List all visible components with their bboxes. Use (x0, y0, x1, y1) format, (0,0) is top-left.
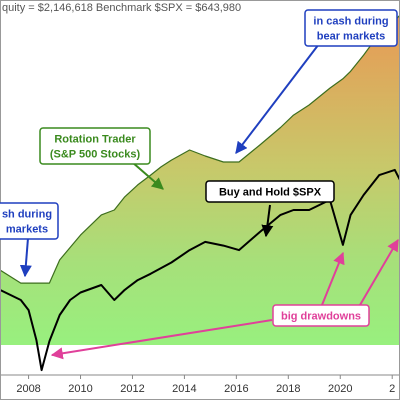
annotation-box (205, 180, 335, 203)
x-tick-label: 2010 (68, 383, 92, 395)
annotation-text: Rotation Trader (54, 133, 136, 145)
line (0, 168, 400, 372)
annotation-box (0, 202, 59, 240)
arrow (235, 39, 323, 154)
arrow (261, 204, 274, 238)
arrow (131, 161, 164, 190)
annotation-box (304, 9, 398, 47)
plot-area (0, 14, 400, 372)
annotation-text: in cash during (313, 15, 388, 27)
x-tick-label: 2008 (16, 383, 40, 395)
line (0, 14, 400, 284)
arrow (359, 238, 399, 306)
annotation-text: bear markets (317, 30, 386, 42)
annotation-text: sh during (2, 208, 52, 220)
annotation-text: Buy and Hold $SPX (219, 186, 322, 198)
x-tick-label: 2012 (120, 383, 144, 395)
x-tick-label: 2020 (328, 383, 352, 395)
chart-title: quity = $2,146,618 Benchmark $SPX = $643… (2, 2, 241, 14)
x-tick-label: 2016 (224, 383, 248, 395)
annotation-box (39, 127, 151, 165)
annotation-text: markets (6, 223, 48, 235)
arrows (19, 39, 399, 360)
arrow (19, 237, 32, 278)
arrow (321, 251, 345, 306)
annotation-text: big drawdowns (281, 310, 361, 322)
x-tick-label: 2014 (172, 383, 196, 395)
x-tick-label: 2 (389, 383, 395, 395)
x-tick-label: 2018 (276, 383, 300, 395)
annotations: in cash during bear markets sh during marke… (0, 9, 398, 327)
annotation-text: (S&P 500 Stocks) (50, 148, 141, 160)
area (0, 15, 400, 345)
arrow (50, 319, 273, 360)
annotation-box (272, 304, 370, 327)
